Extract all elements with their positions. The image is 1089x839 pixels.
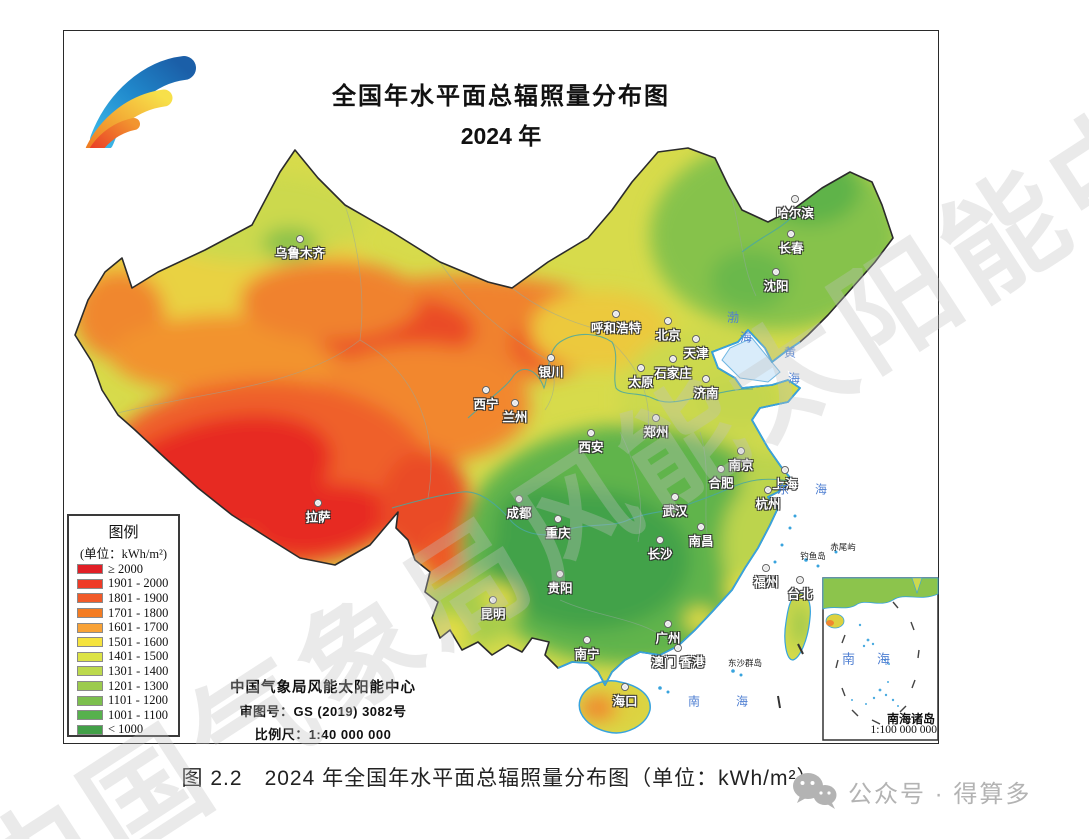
coastline <box>557 329 801 686</box>
legend-row: 1501 - 1600 <box>69 635 178 650</box>
legend-swatch <box>77 578 103 589</box>
province-boundaries <box>117 184 757 641</box>
legend-row: 1901 - 2000 <box>69 576 178 592</box>
bohai-bay <box>721 337 781 383</box>
legend-range-label: 1501 - 1600 <box>108 634 169 649</box>
source-center-name: 中国气象局风能太阳能中心 <box>230 680 416 696</box>
legend-swatch <box>77 651 103 662</box>
legend-row: 1701 - 1800 <box>69 606 178 621</box>
legend-range-label: ≥ 2000 <box>108 561 143 576</box>
rivers <box>391 213 796 536</box>
legend-row: < 1000 <box>69 722 178 738</box>
map-title-line2: 2024 年 <box>460 123 542 149</box>
legend-title: 图例 <box>108 525 139 541</box>
legend-rows: ≥ 2000 1901 - 2000 1801 - 1900 1701 - 1800 1… <box>69 562 178 737</box>
legend-swatch <box>77 681 103 692</box>
inset-islands-label: 南海诸岛 <box>886 712 935 726</box>
legend-swatch <box>77 695 103 706</box>
legend-box: 图例 (单位：kWh/m²) ≥ 2000 1901 - 2000 1801 - 1… <box>67 514 180 737</box>
legend-swatch <box>77 608 103 619</box>
legend-range-label: 1301 - 1400 <box>108 663 169 678</box>
legend-row: ≥ 2000 <box>69 562 178 577</box>
legend-swatch <box>77 710 103 721</box>
legend-range-label: 1801 - 1900 <box>108 590 169 605</box>
legend-row: 1101 - 1200 <box>69 693 178 708</box>
island-dots <box>658 514 838 694</box>
legend-row: 1601 - 1700 <box>69 620 178 635</box>
wechat-badge: 公众号 · 得算多 <box>790 770 1031 812</box>
legend-range-label: 1001 - 1100 <box>108 707 168 722</box>
legend-range-label: 1601 - 1700 <box>108 620 169 635</box>
wechat-badge-text: 公众号 · 得算多 <box>848 780 1032 808</box>
legend-unit: (单位：kWh/m²) <box>79 547 168 561</box>
legend-range-label: 1401 - 1500 <box>108 649 169 664</box>
map-title-line1: 全国年水平面总辐照量分布图 <box>332 83 670 110</box>
figure-caption: 图 2.2 2024 年全国年水平面总辐照量分布图（单位：kWh/m²） <box>181 767 819 790</box>
yellow-river <box>467 333 754 419</box>
legend-row: 1301 - 1400 <box>69 664 178 679</box>
source-block: 中国气象局风能太阳能中心 审图号：GS (2019) 3082号 比例尺：1:4… <box>213 676 433 743</box>
taiwan-outline <box>784 592 811 661</box>
legend-swatch <box>77 666 103 677</box>
legend-row: 1201 - 1300 <box>69 679 178 694</box>
cma-wind-solar-logo <box>85 56 196 148</box>
inset-scale-label: 1:100 000 000 <box>870 724 937 736</box>
legend-range-label: 1901 - 2000 <box>108 576 169 591</box>
map-title: 全国年水平面总辐照量分布图 2024 年 <box>63 76 939 151</box>
legend-row: 1801 - 1900 <box>69 591 178 606</box>
legend-row: 1401 - 1500 <box>69 649 178 665</box>
source-approval-number: 审图号：GS (2019) 3082号 <box>239 704 407 719</box>
legend-swatch <box>77 622 103 633</box>
hainan-outline <box>578 680 651 734</box>
legend-range-label: 1201 - 1300 <box>108 678 169 693</box>
legend-range-label: 1101 - 1200 <box>108 693 168 708</box>
south-china-sea-inset <box>822 577 939 741</box>
legend-swatch <box>77 724 103 735</box>
inset-sea-label: 南海 <box>841 651 913 667</box>
yangtze-river <box>391 478 791 536</box>
legend-row: 1001 - 1100 <box>69 708 178 723</box>
songhua-river <box>741 213 796 253</box>
legend-range-label: < 1000 <box>108 722 144 737</box>
legend-swatch <box>77 637 103 648</box>
source-scale: 比例尺：1:40 000 000 <box>254 727 392 742</box>
legend-range-label: 1701 - 1800 <box>108 605 169 620</box>
wechat-icon <box>793 773 837 809</box>
legend-swatch <box>77 593 103 604</box>
irradiation-field <box>75 148 893 733</box>
legend-swatch <box>77 564 103 575</box>
